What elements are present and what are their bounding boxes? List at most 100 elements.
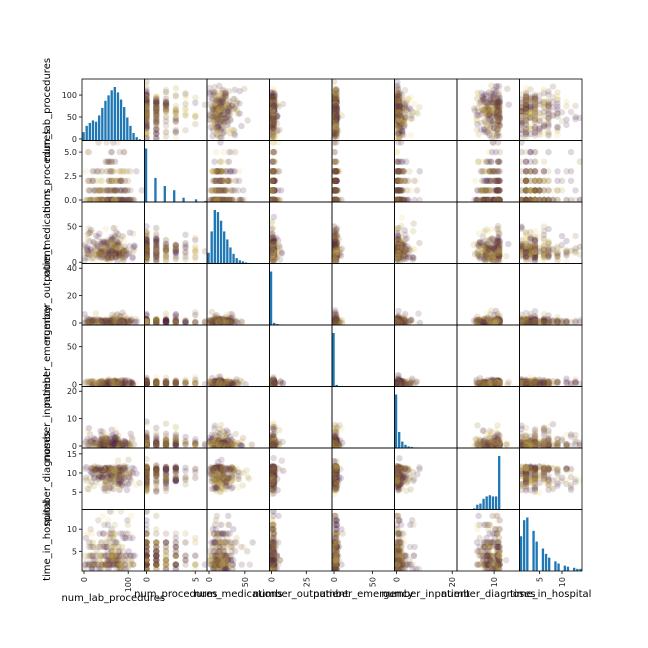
cell-content [268,139,284,203]
scatter-point [332,168,338,174]
scatter-point [541,105,547,111]
scatter-point [116,149,122,155]
scatter-point [236,178,242,184]
scatter-point [541,99,547,105]
cell-content [331,223,345,265]
cell-content [518,83,583,141]
hist-bar-num_lab_procedures [92,120,94,140]
scatter-point [394,149,400,155]
scatter-point [475,159,481,165]
scatter-point [173,93,179,99]
scatter-point [114,187,120,193]
cell-num_procedures-vs-number_emergency [331,139,395,203]
scatter-point [219,135,225,141]
scatter-point [238,123,244,129]
scatter-point [214,168,220,174]
scatter-point [163,87,169,93]
scatter-point [488,159,494,165]
scatter-point [118,168,124,174]
cell-content [518,139,583,203]
scatter-point [532,159,538,165]
hist-bar-num_medications [217,212,219,263]
scatter-point [523,168,529,174]
scatter-point [270,149,276,155]
scatter-point [572,116,578,122]
scatter-point [410,228,416,234]
scatter-point [213,149,219,155]
cell-content [143,223,208,264]
scatter-point [209,168,215,174]
scatter-point [523,113,529,119]
scatter-point [213,97,219,103]
hist-bar-num_lab_procedures [132,133,134,141]
scatter-point [475,90,481,96]
scatter-point [497,149,503,155]
scatter-point [153,112,159,118]
scatter-point [536,187,542,193]
scatter-point [572,103,578,109]
scatter-point [182,112,188,118]
scatter-point [403,159,409,165]
scatter-point [489,149,495,155]
scatter-point [554,124,560,130]
scatter-point [230,129,236,135]
scatter-point [491,168,497,174]
cell-num_lab_procedures-vs-number_outpatient [268,79,332,142]
scatter-point [104,187,110,193]
cell-content [81,225,138,265]
scatter-point [332,256,338,262]
scatter-point [173,249,179,255]
scatter-point [496,92,502,98]
cell-num_medications-vs-number_outpatient [268,202,332,265]
scatter-point [532,124,538,130]
cell-num_procedures-vs-time_in_hospital [518,139,583,203]
scatter-point [226,159,232,165]
scatter-point [153,254,159,260]
scatter-point [495,130,501,136]
cell-content [331,139,345,203]
cell-num_lab_procedures-vs-num_procedures [143,79,208,142]
scatter-point [182,90,188,96]
scatter-point [487,99,493,105]
scatter-point [270,168,276,174]
scatter-point [219,178,225,184]
hist-bar-num_procedures [195,199,197,202]
scatter-point [103,159,109,165]
scatter-point [153,97,159,103]
cell-content [82,87,144,141]
hist-bar-num_lab_procedures [126,118,128,141]
scatter-point [153,131,159,137]
scatter-point [116,251,122,257]
cell-content [83,139,145,203]
scatter-point [334,96,340,102]
scatter-point [182,245,188,251]
scatter-point [153,118,159,124]
scatter-point [244,117,250,123]
scatter-point [114,235,120,241]
cell-content [331,78,345,140]
cell-content [471,139,503,203]
scatter-point [497,168,503,174]
scatter-point [216,83,222,89]
scatter-point [220,149,226,155]
hist-bar-num_medications [211,231,213,263]
cell-num_medications-vs-num_medications [207,202,270,264]
scatter-point [550,111,556,117]
cell-num_lab_procedures-vs-num_medications [206,79,270,141]
scatter-point [417,168,423,174]
scatter-point [415,111,421,117]
scatter-point [92,241,98,247]
scatter-point [408,132,414,138]
scatter-point [572,187,578,193]
scatter-point [483,119,489,125]
hist-bar-num_lab_procedures [123,107,125,140]
hist-bar-num_procedures [164,186,166,202]
scatter-point [218,112,224,118]
scatter-point [270,187,276,193]
hist-bar-num_lab_procedures [82,132,84,140]
scatter-point [411,101,417,107]
scatter-point [108,168,114,174]
scatter-point [333,159,339,165]
cell-content [207,210,253,264]
scatter-point [213,126,219,132]
